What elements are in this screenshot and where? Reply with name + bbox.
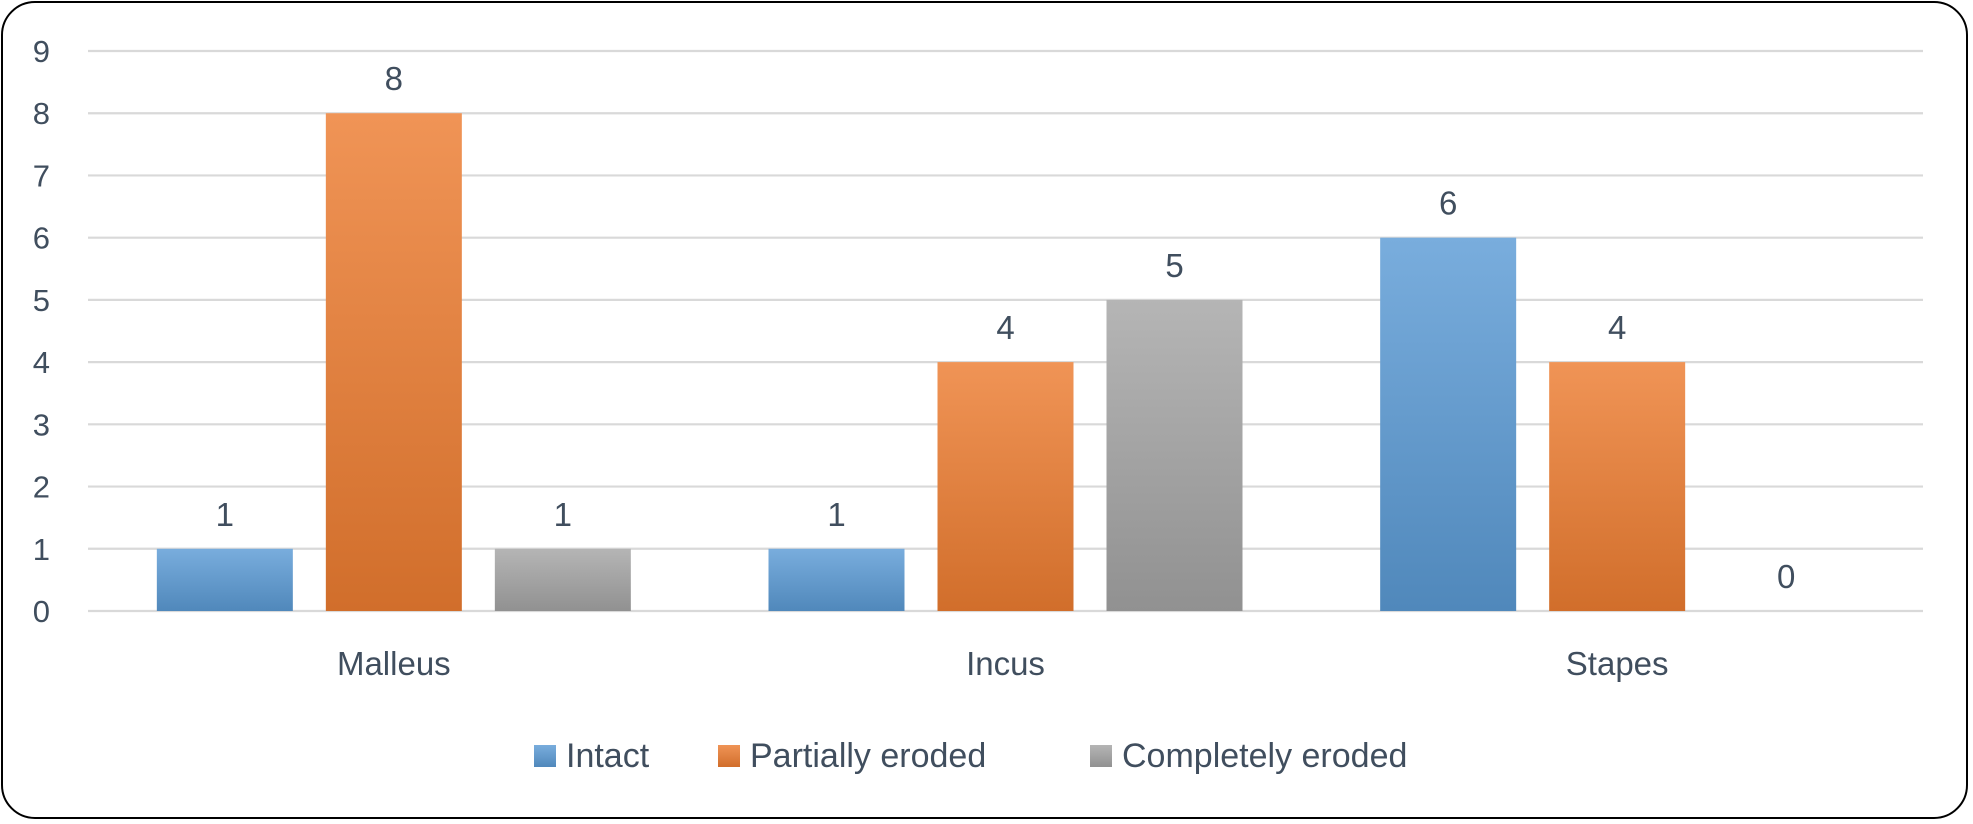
y-tick-label: 8: [33, 96, 50, 131]
bar: [325, 113, 462, 611]
y-tick-label: 0: [33, 594, 50, 629]
y-tick-label: 3: [33, 407, 50, 442]
data-label: 4: [1608, 309, 1626, 346]
bars: [156, 113, 1686, 611]
x-category-label: Malleus: [337, 645, 451, 682]
bar: [494, 548, 631, 611]
legend: Intact Partially eroded Completely eroded: [534, 737, 1407, 775]
y-tick-label: 7: [33, 158, 50, 193]
legend-swatch: [1090, 745, 1112, 767]
data-label: 5: [1165, 247, 1183, 284]
legend-item: Partially eroded: [718, 737, 986, 775]
data-labels: 1 8 1 1 4 5 6 4 0: [216, 60, 1796, 595]
y-tick-label: 5: [33, 283, 50, 318]
legend-swatch: [534, 745, 556, 767]
legend-label: Completely eroded: [1122, 737, 1407, 775]
y-tick-label: 4: [33, 345, 50, 380]
data-label: 8: [385, 60, 403, 97]
legend-label: Partially eroded: [750, 737, 986, 775]
legend-swatch: [718, 745, 740, 767]
data-label: 1: [216, 496, 234, 533]
legend-label: Intact: [566, 737, 650, 775]
data-label: 1: [827, 496, 845, 533]
y-tick-label: 9: [33, 34, 50, 69]
legend-item: Completely eroded: [1090, 737, 1407, 775]
legend-item: Intact: [534, 737, 650, 775]
bar: [156, 548, 293, 611]
bar: [1106, 299, 1243, 611]
x-category-label: Stapes: [1566, 645, 1669, 682]
y-tick-label: 2: [33, 470, 50, 505]
data-label: 6: [1439, 185, 1457, 222]
data-label: 0: [1777, 558, 1795, 595]
bar: [768, 548, 905, 611]
y-tick-label: 1: [33, 532, 50, 567]
bar: [937, 362, 1074, 611]
x-axis: Malleus Incus Stapes: [337, 645, 1669, 682]
bar: [1549, 362, 1686, 611]
data-label: 4: [996, 309, 1014, 346]
bar: [1380, 237, 1517, 611]
y-tick-label: 6: [33, 221, 50, 256]
data-label: 1: [554, 496, 572, 533]
y-axis: 0 1 2 3 4 5 6 7 8 9: [33, 34, 50, 629]
x-category-label: Incus: [966, 645, 1045, 682]
